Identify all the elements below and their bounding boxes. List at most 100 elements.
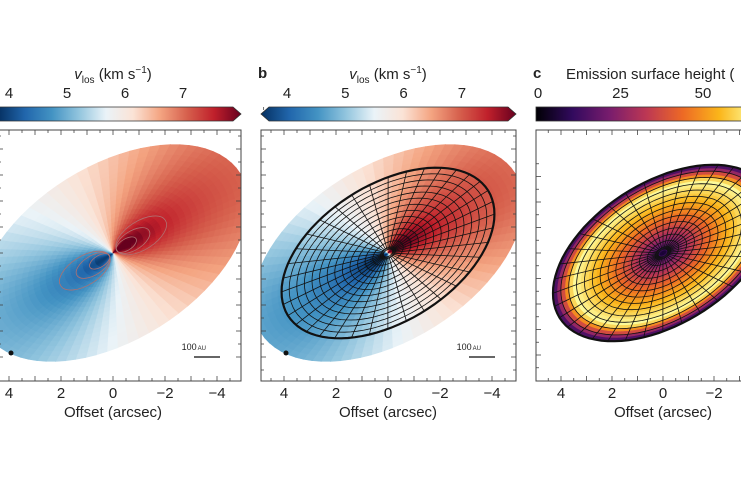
panel-label-c: c bbox=[533, 65, 541, 82]
colorbar-a-label: vlos (km s−1) bbox=[74, 65, 152, 86]
grid-spoke bbox=[390, 169, 457, 250]
x-tick-label: −2 bbox=[431, 385, 448, 402]
map-cell bbox=[261, 293, 266, 303]
grid-spoke bbox=[369, 184, 388, 251]
map-cell bbox=[0, 301, 5, 311]
map-cell bbox=[253, 303, 260, 313]
grid-spoke bbox=[295, 255, 385, 325]
colorbar-tick-label: 4 bbox=[5, 85, 13, 102]
grid-spoke bbox=[389, 255, 425, 312]
velocity-map-b bbox=[253, 144, 523, 362]
colorbar-tick-label: 7 bbox=[458, 85, 466, 102]
map-cell bbox=[237, 180, 241, 190]
colorbar-tick-label: 6 bbox=[121, 85, 129, 102]
colorbar-tick-label: 0 bbox=[534, 85, 542, 102]
grid-spoke bbox=[391, 252, 481, 258]
map-cell bbox=[0, 256, 3, 261]
x-ticks-a: 4 2 0 −2 −4 bbox=[0, 130, 241, 402]
x-tick-label: 4 bbox=[5, 385, 13, 402]
map-cell bbox=[0, 270, 2, 275]
beam-a bbox=[8, 350, 14, 356]
panel-c: c Emission surface height ( 0 25 50 4 2 0 −2 … bbox=[533, 65, 741, 421]
colorbar-tick-label: 5 bbox=[63, 85, 71, 102]
x-axis-label-b: Offset (arcsec) bbox=[339, 404, 437, 421]
x-tick-label: 2 bbox=[57, 385, 65, 402]
grid-spoke bbox=[319, 256, 386, 337]
map-cell bbox=[0, 295, 4, 304]
grid-spoke bbox=[391, 190, 489, 251]
grid-spoke bbox=[391, 181, 481, 251]
grid-spoke bbox=[283, 253, 384, 279]
map-cell bbox=[0, 307, 7, 317]
colorbar-b-ticks: 4 5 6 7 bbox=[263, 85, 509, 110]
grid-spoke bbox=[281, 254, 384, 293]
colorbar-tick-label: 4 bbox=[283, 85, 291, 102]
map-cell bbox=[242, 200, 248, 210]
x-tick-label: 2 bbox=[332, 385, 340, 402]
map-cell bbox=[0, 283, 4, 292]
colorbar-tick-label: 25 bbox=[612, 85, 629, 102]
map-cell bbox=[517, 200, 523, 210]
colorbar-c-label: Emission surface height ( bbox=[566, 66, 734, 83]
colorbar-c-ticks: 0 25 50 bbox=[534, 85, 737, 110]
map-cell bbox=[0, 329, 6, 340]
map-cell bbox=[234, 209, 241, 220]
grid-spoke bbox=[287, 253, 385, 264]
map-cell bbox=[0, 321, 8, 331]
map-cell bbox=[253, 296, 259, 306]
grid-spoke bbox=[391, 242, 489, 253]
map-cell bbox=[235, 202, 241, 213]
panel-b: b vlos (km s−1) 4 5 6 7 4 2 0 −2 −4 Offset (arc… bbox=[253, 65, 523, 421]
grid-spoke bbox=[388, 255, 407, 322]
plot-frame-b bbox=[260, 129, 517, 382]
x-ticks-b: 4 2 0 −2 −4 bbox=[261, 130, 516, 402]
colorbar-tick-label: 50 bbox=[695, 85, 712, 102]
grid-spoke bbox=[334, 256, 387, 339]
grid-spoke bbox=[389, 167, 442, 250]
map-cell bbox=[240, 216, 241, 218]
grid-spoke bbox=[282, 254, 384, 305]
map-cell bbox=[0, 338, 6, 348]
map-cell bbox=[261, 316, 264, 325]
map-cell bbox=[515, 216, 516, 218]
grid-spoke bbox=[390, 174, 470, 251]
map-cell bbox=[512, 180, 516, 190]
grid-spoke bbox=[287, 255, 385, 316]
colorbar-tick-label: 5 bbox=[341, 85, 349, 102]
grid-spoke bbox=[351, 194, 387, 251]
grid-spoke bbox=[389, 254, 442, 300]
map-cell bbox=[510, 202, 516, 213]
grid-spoke bbox=[391, 253, 470, 273]
map-cell bbox=[234, 195, 241, 206]
map-cell bbox=[261, 280, 262, 285]
velocity-map-a bbox=[0, 144, 248, 362]
colorbar-a-ticks: 4 5 6 7 bbox=[5, 85, 230, 110]
map-cell bbox=[509, 209, 516, 220]
grid-spoke bbox=[392, 213, 495, 252]
colorbar-b-label: vlos (km s−1) bbox=[349, 65, 427, 86]
colorbar-tick-label: 6 bbox=[399, 85, 407, 102]
grid-spoke bbox=[319, 219, 386, 253]
x-tick-label: −4 bbox=[483, 385, 500, 402]
x-tick-label: 0 bbox=[109, 385, 117, 402]
map-cell bbox=[261, 307, 268, 318]
height-map-c bbox=[551, 163, 741, 343]
scalebar-a: 100AU bbox=[182, 342, 220, 358]
panel-label-b: b bbox=[258, 65, 267, 82]
colorbar-b bbox=[260, 106, 517, 122]
colorbar-tick-label: 7 bbox=[179, 85, 187, 102]
x-tick-label: −2 bbox=[156, 385, 173, 402]
colorbar-c bbox=[535, 106, 741, 122]
grid-spoke bbox=[334, 206, 387, 252]
beam-b bbox=[283, 350, 289, 356]
grid-spoke bbox=[306, 233, 385, 253]
map-cell bbox=[509, 195, 516, 206]
grid-spoke bbox=[389, 168, 425, 250]
x-tick-label: 0 bbox=[384, 385, 392, 402]
x-tick-label: −4 bbox=[208, 385, 225, 402]
contour bbox=[115, 215, 167, 256]
grid-spoke bbox=[392, 201, 494, 252]
map-cell bbox=[233, 188, 241, 199]
